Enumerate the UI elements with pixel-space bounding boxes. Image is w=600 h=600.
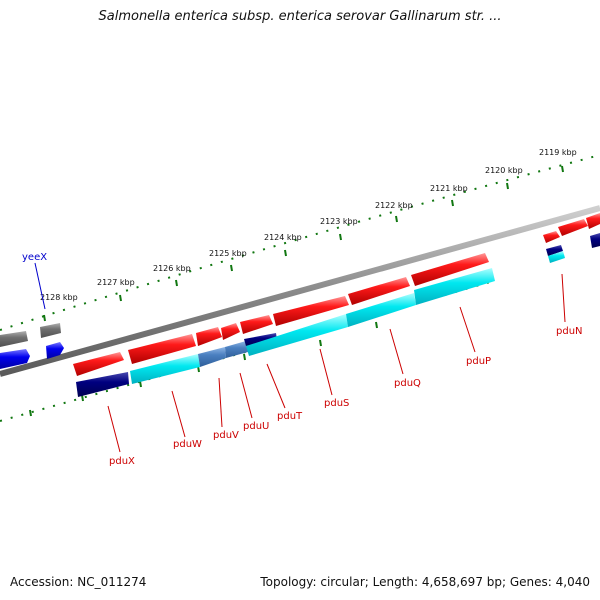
gene-label-pduq: pduQ	[394, 378, 421, 389]
leader-line	[266, 363, 286, 409]
gene-arrow-gray	[0, 331, 28, 347]
gene-arrow-cyan	[414, 268, 495, 305]
genome-backbone	[0, 205, 600, 377]
tick-mark	[375, 321, 378, 329]
leader-line	[107, 405, 121, 453]
tick-label: 2122 kbp	[375, 201, 413, 210]
gene-label-pdut: pduT	[277, 411, 303, 422]
leader-line	[218, 377, 223, 428]
gene-arrow-cyan	[548, 251, 565, 263]
outer-scale-dots	[0, 154, 600, 331]
tick-mark	[230, 264, 233, 272]
gene-label-pdun: pduN	[556, 326, 583, 337]
tick-labels: 2128 kbp 2127 kbp 2126 kbp 2125 kbp 2124…	[40, 148, 577, 302]
gene-arrow-navy	[76, 372, 129, 397]
left-neighbor-genes	[0, 323, 64, 369]
gene-arrow-red	[196, 327, 222, 346]
leader-line	[561, 273, 566, 323]
gene-label-pdus: pduS	[324, 398, 349, 409]
gene-arrow-mid	[198, 347, 226, 367]
gene-label-yeex: yeeX	[22, 252, 47, 263]
forward-strand-genes	[73, 213, 600, 376]
tick-label: 2119 kbp	[539, 148, 577, 157]
gene-arrow-red	[558, 219, 588, 236]
gene-label-pduv: pduV	[213, 430, 239, 441]
accession-text: Accession: NC_011274	[10, 575, 147, 589]
tick-label: 2120 kbp	[485, 166, 523, 175]
gene-arrow-blue	[46, 342, 64, 359]
leader-line	[239, 372, 253, 419]
gene-arrow-cyan	[346, 293, 416, 327]
leader-line	[34, 262, 46, 310]
label-leaders	[34, 262, 566, 453]
tick-label: 2125 kbp	[209, 249, 247, 258]
genome-summary-text: Topology: circular; Length: 4,658,697 bp…	[260, 575, 590, 589]
tick-label: 2126 kbp	[153, 264, 191, 273]
tick-mark	[243, 353, 246, 361]
leader-line	[171, 390, 186, 438]
tick-label: 2127 kbp	[97, 278, 135, 287]
tick-mark	[43, 314, 46, 322]
map-title: Salmonella enterica subsp. enterica sero…	[98, 9, 502, 24]
gene-arrow-red	[586, 213, 600, 229]
tick-mark	[81, 394, 84, 402]
tick-mark	[119, 294, 122, 302]
gene-label-pdux: pduX	[109, 456, 135, 467]
gene-label-pduw: pduW	[173, 439, 202, 450]
gene-arrow-red	[240, 315, 273, 334]
gene-arrow-red	[411, 253, 489, 286]
gene-arrow-red	[73, 352, 124, 376]
gene-arrow-navy	[590, 233, 600, 248]
tick-mark	[506, 182, 509, 190]
tick-mark	[561, 165, 564, 173]
gene-arrow-blue	[0, 349, 30, 369]
gene-arrow-navy	[244, 333, 277, 346]
tick-mark	[284, 249, 287, 257]
tick-mark	[139, 380, 142, 388]
gene-arrow-red	[128, 334, 196, 364]
gene-label-pduu: pduU	[243, 421, 269, 432]
leader-line	[319, 348, 333, 396]
gene-label-pdup: pduP	[466, 356, 491, 367]
gene-arrow-red	[221, 323, 240, 340]
gene-labels: yeeX pduX pduW pduV pduU pduT pduS pduQ …	[22, 252, 583, 467]
leader-line	[389, 328, 404, 375]
gene-arrow-gray	[40, 323, 61, 338]
outer-major-ticks	[43, 165, 564, 322]
gene-arrow-red	[273, 296, 349, 326]
tick-label: 2128 kbp	[40, 293, 78, 302]
gene-arrow-navy	[546, 245, 563, 256]
tick-mark	[29, 409, 32, 417]
gene-arrow-cyan	[130, 354, 200, 384]
tick-mark	[175, 279, 178, 287]
tick-label: 2124 kbp	[264, 233, 302, 242]
tick-label: 2121 kbp	[430, 184, 468, 193]
tick-mark	[395, 215, 398, 223]
tick-mark	[451, 199, 454, 207]
reverse-strand-genes	[76, 233, 600, 397]
gene-arrow-mid	[225, 341, 248, 358]
tick-mark	[339, 233, 342, 241]
leader-line	[459, 306, 476, 353]
tick-label: 2123 kbp	[320, 217, 358, 226]
gene-arrow-red	[348, 277, 410, 305]
tick-mark	[319, 339, 322, 347]
gene-arrow-red	[543, 231, 560, 243]
gene-arrow-cyan	[246, 314, 348, 356]
